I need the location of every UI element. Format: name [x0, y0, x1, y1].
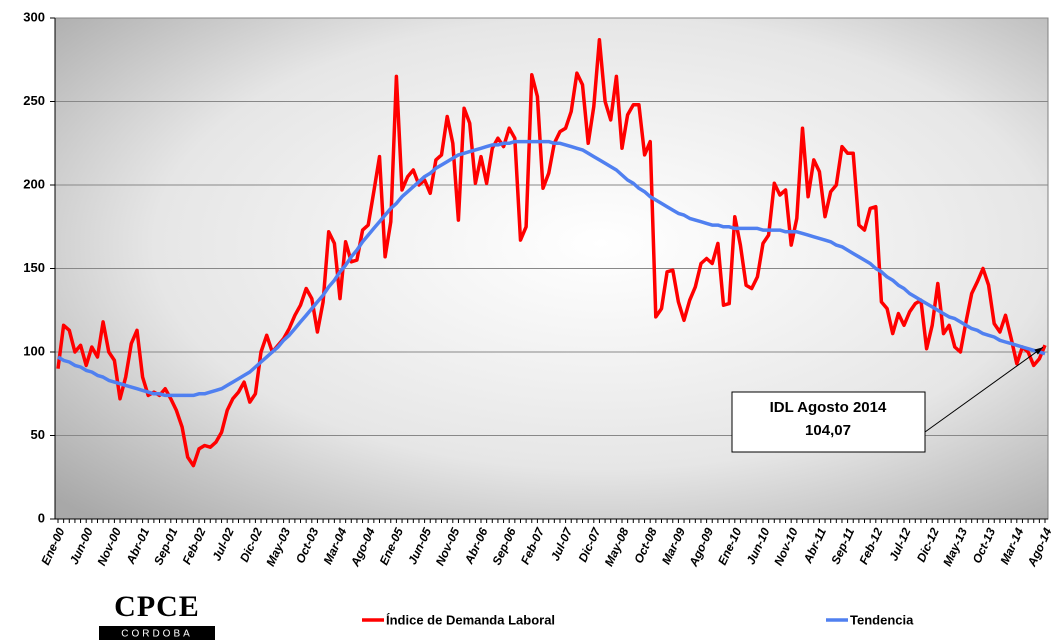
x-tick-label: Dic-12: [914, 525, 942, 564]
x-tick-label: Oct-13: [970, 525, 999, 565]
y-tick-label: 100: [23, 343, 45, 358]
y-tick-label: 300: [23, 9, 45, 24]
x-tick-label: Jul-12: [886, 525, 913, 563]
series-line: [56, 37, 1047, 468]
annotation: IDL Agosto 2014 104,07: [731, 391, 926, 453]
x-tick-label: Jun-00: [67, 525, 96, 566]
logo-text: CPCE: [114, 590, 200, 623]
arrow-head: [1034, 347, 1043, 355]
x-tick-label: Sep-06: [489, 525, 518, 567]
x-tick-label: Abr-06: [461, 525, 490, 567]
logo-band: [99, 626, 215, 640]
y-tick-label: 50: [31, 427, 45, 442]
x-tick-label: Oct-08: [631, 525, 660, 565]
x-tick-label: Feb-02: [180, 525, 209, 566]
y-tick-label: 0: [38, 510, 45, 525]
series-line: [57, 139, 1046, 398]
x-tick-label: Ene-10: [715, 525, 744, 567]
x-tick-label: Dic-02: [237, 525, 265, 564]
y-tick-label: 200: [23, 176, 45, 191]
x-tick-label: Nov-05: [433, 525, 463, 567]
x-tick-label: Ago-09: [686, 525, 716, 569]
legend-label: Tendencia: [850, 612, 914, 627]
x-tick-label: Mar-09: [659, 525, 688, 566]
x-tick-label: Jun-05: [405, 525, 434, 566]
x-tick-label: Sep-01: [151, 525, 180, 567]
x-tick-label: May-08: [602, 525, 632, 568]
x-tick-label: Jul-02: [209, 525, 236, 563]
x-tick-label: Mar-14: [997, 525, 1026, 566]
x-tick-label: Feb-12: [856, 525, 885, 566]
x-tick-label: Sep-11: [828, 525, 857, 566]
x-tick-label: Feb-07: [518, 524, 548, 566]
x-tick-label: Jun-10: [744, 525, 773, 566]
x-tick-label: Dic-07: [575, 525, 603, 565]
x-tick-label: Mar-04: [321, 525, 350, 566]
y-tick-label: 150: [23, 260, 45, 275]
annotation-text: IDL Agosto 2014: [770, 399, 887, 416]
x-tick-label: Abr-11: [800, 525, 829, 566]
logo-subtext: CORDOBA: [121, 629, 193, 640]
x-tick-label: Nov-10: [771, 525, 801, 567]
annotation-box: [731, 391, 926, 453]
x-tick-label: Jul-07: [548, 524, 576, 563]
x-tick-label: Ene-05: [377, 525, 406, 567]
x-tick-label: Ene-00: [38, 525, 67, 567]
annotation-text: 104,07: [805, 422, 851, 439]
x-tick-label: Oct-03: [293, 525, 322, 565]
annotation-arrow: [924, 346, 1044, 433]
x-tick-label: Nov-00: [94, 525, 124, 567]
x-tick-label: Abr-01: [123, 525, 152, 567]
x-tick-label: May-03: [263, 525, 293, 568]
y-tick-label: 250: [23, 93, 45, 108]
legend-label: Índice de Demanda Laboral: [386, 612, 555, 627]
x-tick-label: Ago-14: [1024, 525, 1054, 569]
x-tick-label: May-13: [940, 525, 970, 568]
logo: CPCE CORDOBA: [99, 590, 215, 640]
x-tick-label: Ago-04: [347, 525, 377, 569]
